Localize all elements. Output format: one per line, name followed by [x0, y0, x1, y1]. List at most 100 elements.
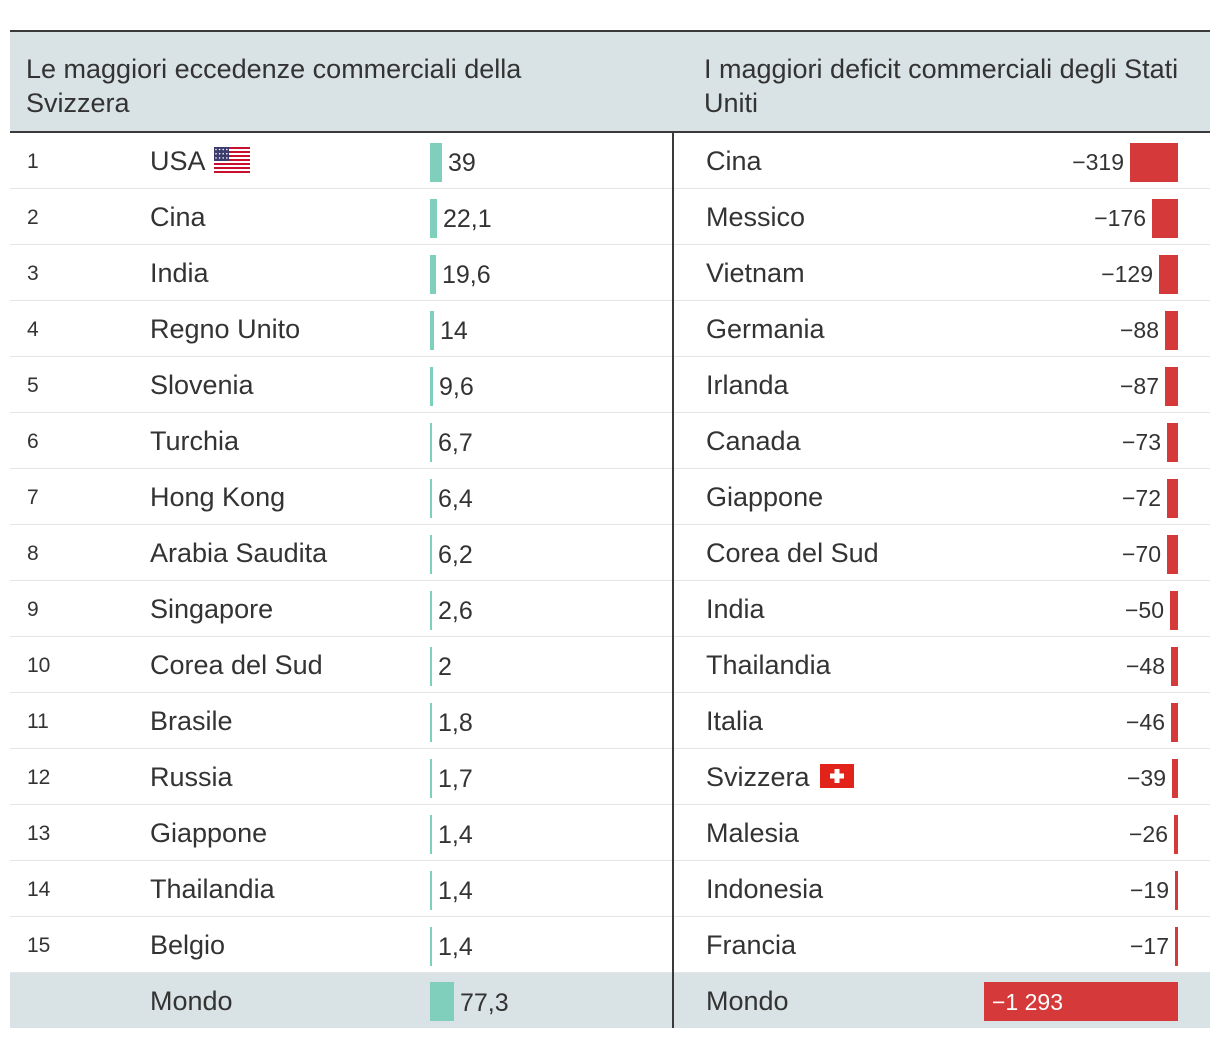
table-row: 2 Cina 22,1 Messico −176: [10, 189, 1210, 245]
deficit-country-label: Malesia: [706, 818, 800, 848]
deficit-country-label: Svizzera: [706, 762, 854, 793]
rank-label: 13: [27, 822, 51, 845]
table-row: 7 Hong Kong 6,4 Giappone −72: [10, 469, 1210, 525]
table-row: 3 India 19,6 Vietnam −129: [10, 245, 1210, 301]
row-separator: [10, 748, 1210, 749]
surplus-bar: [430, 591, 432, 630]
deficit-country-label: Corea del Sud: [706, 538, 879, 568]
row-separator: [10, 580, 1210, 581]
table-row: 1 USA 39 Cina −319: [10, 133, 1210, 189]
deficit-value-label: −129: [1101, 261, 1153, 287]
surplus-country-label: Brasile: [150, 706, 233, 736]
deficit-country-label: Indonesia: [706, 874, 824, 904]
us-flag-icon: [213, 147, 250, 173]
rank-label: 14: [27, 878, 51, 901]
deficit-value-label: −70: [1121, 541, 1161, 567]
surplus-bar: [430, 703, 432, 742]
table-row: 9 Singapore 2,6 India −50: [10, 581, 1210, 637]
table-row: 4 Regno Unito 14 Germania −88: [10, 301, 1210, 357]
deficit-country-label: Canada: [706, 426, 801, 456]
rank-label: 9: [27, 598, 39, 621]
surplus-value-label: 6,2: [438, 541, 473, 569]
row-separator: [10, 300, 1210, 301]
deficit-country-label: Messico: [706, 202, 806, 232]
surplus-bar: [430, 367, 433, 406]
rank-label: 6: [27, 430, 39, 453]
surplus-value-label: 39: [448, 149, 476, 177]
table-header: Le maggiori eccedenze commerciali della …: [10, 32, 1210, 131]
row-separator: [10, 468, 1210, 469]
surplus-value-label: 1,4: [438, 877, 473, 905]
table-row: 12 Russia 1,7 Svizzera −39: [10, 749, 1210, 805]
surplus-value-label: 2: [438, 653, 452, 681]
surplus-bar: [430, 647, 432, 686]
surplus-value-label: 9,6: [439, 373, 474, 401]
surplus-total-value: 77,3: [460, 989, 509, 1017]
table-row: 15 Belgio 1,4 Francia −17: [10, 917, 1210, 973]
surplus-value-label: 19,6: [442, 261, 491, 289]
deficit-value-label: −26: [1128, 821, 1168, 847]
row-separator: [10, 412, 1210, 413]
rank-label: 8: [27, 542, 39, 565]
deficit-value-label: −46: [1125, 709, 1165, 735]
surplus-country-label: Belgio: [150, 930, 226, 960]
surplus-country-label: Singapore: [150, 594, 274, 624]
deficit-bar: [1167, 535, 1178, 574]
surplus-bar: [430, 199, 437, 238]
right-column-title: I maggiori deficit commerciali degli Sta…: [704, 54, 1179, 118]
deficit-country-label: Irlanda: [706, 370, 789, 400]
surplus-total-bar: [430, 982, 454, 1021]
deficit-country-label: Giappone: [706, 482, 824, 512]
rank-label: 1: [27, 150, 39, 173]
deficit-value-label: −88: [1119, 317, 1159, 343]
deficit-country-label: India: [706, 594, 765, 624]
surplus-bar: [430, 871, 432, 910]
surplus-country-label: Cina: [150, 202, 206, 232]
deficit-total-label: Mondo: [706, 986, 789, 1016]
surplus-bar: [430, 423, 432, 462]
table-row: 11 Brasile 1,8 Italia −46: [10, 693, 1210, 749]
rank-label: 4: [27, 318, 39, 341]
row-separator: [10, 692, 1210, 693]
surplus-country-label: Turchia: [150, 426, 240, 456]
deficit-value-label: −87: [1119, 373, 1159, 399]
deficit-country-label: Thailandia: [706, 650, 831, 680]
deficit-value-label: −48: [1125, 653, 1165, 679]
deficit-total-value: −1 293: [992, 989, 1063, 1015]
table-row: 5 Slovenia 9,6 Irlanda −87: [10, 357, 1210, 413]
surplus-country-label: USA: [150, 146, 250, 177]
row-separator: [10, 524, 1210, 525]
row-separator: [10, 356, 1210, 357]
deficit-bar: [1167, 423, 1178, 462]
rank-label: 10: [27, 654, 51, 677]
deficit-bar: [1165, 367, 1178, 406]
rank-label: 7: [27, 486, 39, 509]
deficit-bar: [1130, 143, 1178, 182]
deficit-country-label: Germania: [706, 314, 825, 344]
deficit-country-label: Francia: [706, 930, 797, 960]
surplus-value-label: 2,6: [438, 597, 473, 625]
surplus-bar: [430, 479, 432, 518]
world-total-row: Mondo 77,3 Mondo −1 293: [10, 973, 1210, 1028]
deficit-value-label: −17: [1129, 933, 1169, 959]
deficit-country-label: Vietnam: [706, 258, 805, 288]
left-column-title: Le maggiori eccedenze commerciali della …: [26, 54, 522, 118]
surplus-bar: [430, 815, 432, 854]
deficit-bar: [1171, 647, 1178, 686]
rank-label: 11: [27, 710, 49, 733]
surplus-country-label: Hong Kong: [150, 482, 286, 512]
row-separator: [10, 860, 1210, 861]
surplus-bar: [430, 255, 436, 294]
surplus-value-label: 1,7: [438, 765, 473, 793]
surplus-bar: [430, 535, 432, 574]
rank-label: 2: [27, 206, 39, 229]
rank-label: 3: [27, 262, 39, 285]
surplus-bar: [430, 143, 442, 182]
surplus-value-label: 14: [440, 317, 468, 345]
surplus-total-label: Mondo: [150, 986, 233, 1016]
row-separator: [10, 804, 1210, 805]
surplus-value-label: 6,7: [438, 429, 473, 457]
deficit-value-label: −319: [1072, 149, 1124, 175]
deficit-total-bar: [984, 982, 1178, 1021]
deficit-value-label: −73: [1121, 429, 1161, 455]
